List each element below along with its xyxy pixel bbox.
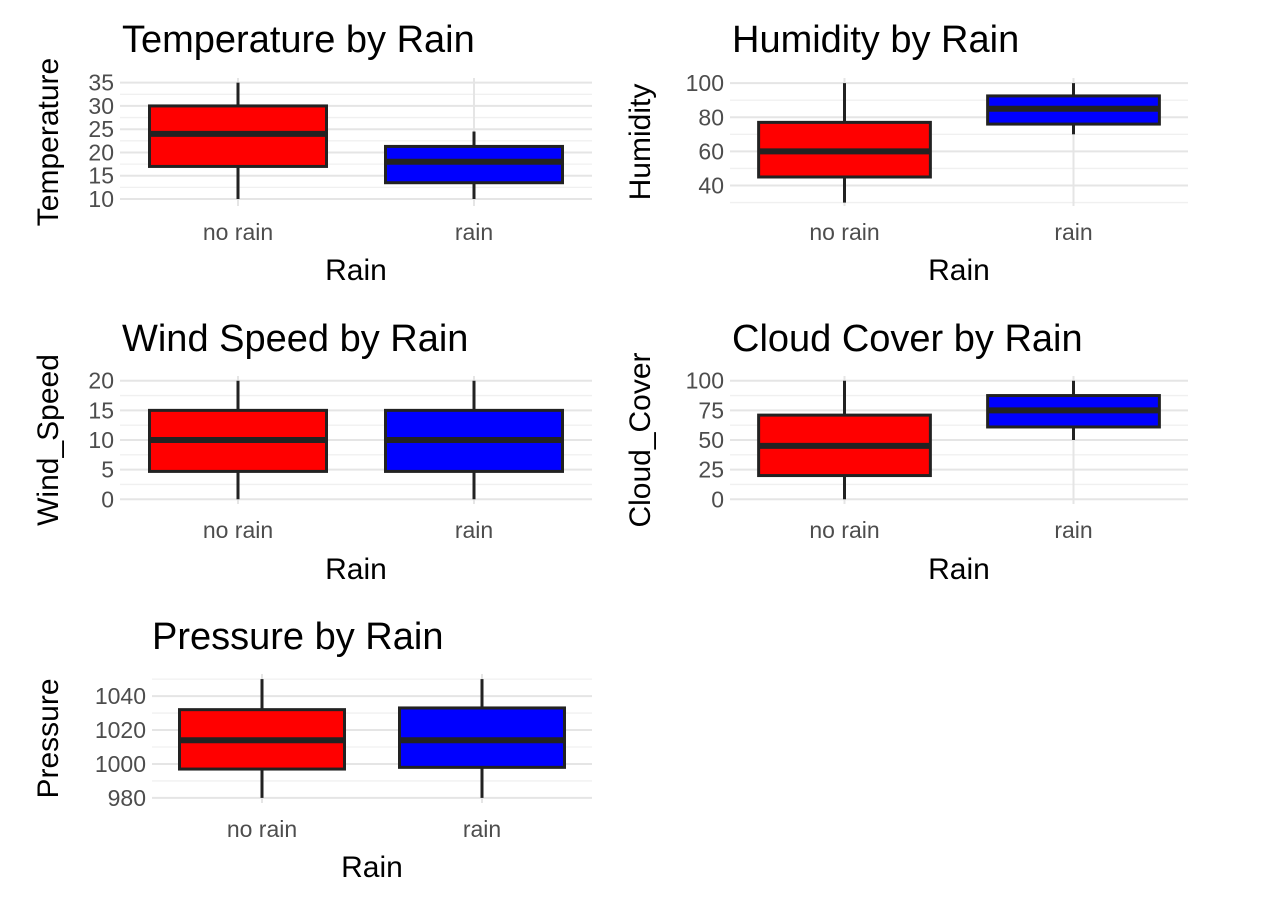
chart-title: Temperature by Rain — [122, 19, 475, 61]
chart-title: Humidity by Rain — [732, 19, 1019, 61]
x-axis-title: Rain — [341, 851, 403, 884]
y-tick-label: 15 — [88, 397, 114, 423]
y-tick-label: 1020 — [95, 717, 146, 743]
y-tick-label: 75 — [698, 397, 724, 423]
panel-4: 0 25 50 75 100 no rain rain Cloud Cover by Rain… — [624, 318, 1188, 586]
box-rain — [384, 131, 564, 200]
y-tick-label: 20 — [88, 139, 114, 165]
y-tick-label: 80 — [698, 104, 724, 130]
x-tick-label: rain — [455, 517, 493, 543]
y-axis-title: Cloud_Cover — [624, 352, 657, 527]
y-tick-label: 15 — [88, 163, 114, 189]
panel-5: 980 1000 1020 1040 no rain rain Pressure by Ra… — [32, 616, 592, 884]
chart-title: Pressure by Rain — [152, 616, 443, 658]
y-tick-label: 60 — [698, 138, 724, 164]
chart-title: Wind Speed by Rain — [122, 318, 468, 360]
x-tick-label: no rain — [227, 816, 297, 842]
box-rain — [986, 380, 1161, 440]
x-axis-title: Rain — [325, 553, 387, 586]
box-no-rain — [757, 83, 932, 203]
y-tick-label: 5 — [101, 457, 114, 483]
box-no-rain — [178, 679, 346, 798]
y-tick-label: 100 — [686, 70, 724, 96]
y-axis-title: Wind_Speed — [32, 354, 65, 526]
panel-3: 0 5 10 15 20 no rain rain Wind Speed by Rain Rai… — [32, 318, 592, 586]
y-tick-label: 50 — [698, 427, 724, 453]
box-rain — [384, 380, 564, 500]
y-tick-label: 0 — [711, 486, 724, 512]
y-tick-label: 35 — [88, 70, 114, 96]
y-tick-label: 1040 — [95, 683, 146, 709]
x-axis-title: Rain — [325, 254, 387, 287]
x-tick-label: rain — [463, 816, 501, 842]
y-tick-label: 980 — [108, 785, 146, 811]
box-rain — [398, 679, 566, 798]
y-tick-label: 100 — [686, 368, 724, 394]
y-tick-label: 40 — [698, 173, 724, 199]
x-tick-label: rain — [455, 219, 493, 245]
x-axis-title: Rain — [928, 553, 990, 586]
x-tick-label: no rain — [203, 219, 273, 245]
y-axis-title: Temperature — [32, 58, 65, 226]
y-tick-label: 20 — [88, 368, 114, 394]
panel-2: 40 60 80 100 no rain rain Humidity by Rain Rain… — [624, 19, 1188, 287]
y-axis-title: Humidity — [624, 84, 657, 201]
x-tick-label: no rain — [203, 517, 273, 543]
x-tick-label: rain — [1054, 219, 1092, 245]
y-axis-title: Pressure — [32, 678, 65, 798]
y-tick-label: 1000 — [95, 751, 146, 777]
y-tick-label: 0 — [101, 486, 114, 512]
x-tick-label: no rain — [809, 517, 879, 543]
y-tick-label: 10 — [88, 427, 114, 453]
x-tick-label: rain — [1054, 517, 1092, 543]
chart-title: Cloud Cover by Rain — [732, 318, 1083, 360]
box-no-rain — [148, 82, 328, 200]
x-axis-title: Rain — [928, 254, 990, 287]
y-tick-label: 30 — [88, 93, 114, 119]
box-no-rain — [148, 380, 328, 500]
box-rain — [986, 83, 1161, 135]
y-tick-label: 25 — [88, 116, 114, 142]
box-no-rain — [757, 380, 932, 500]
x-tick-label: no rain — [809, 219, 879, 245]
y-tick-label: 25 — [698, 457, 724, 483]
y-tick-label: 10 — [88, 186, 114, 212]
